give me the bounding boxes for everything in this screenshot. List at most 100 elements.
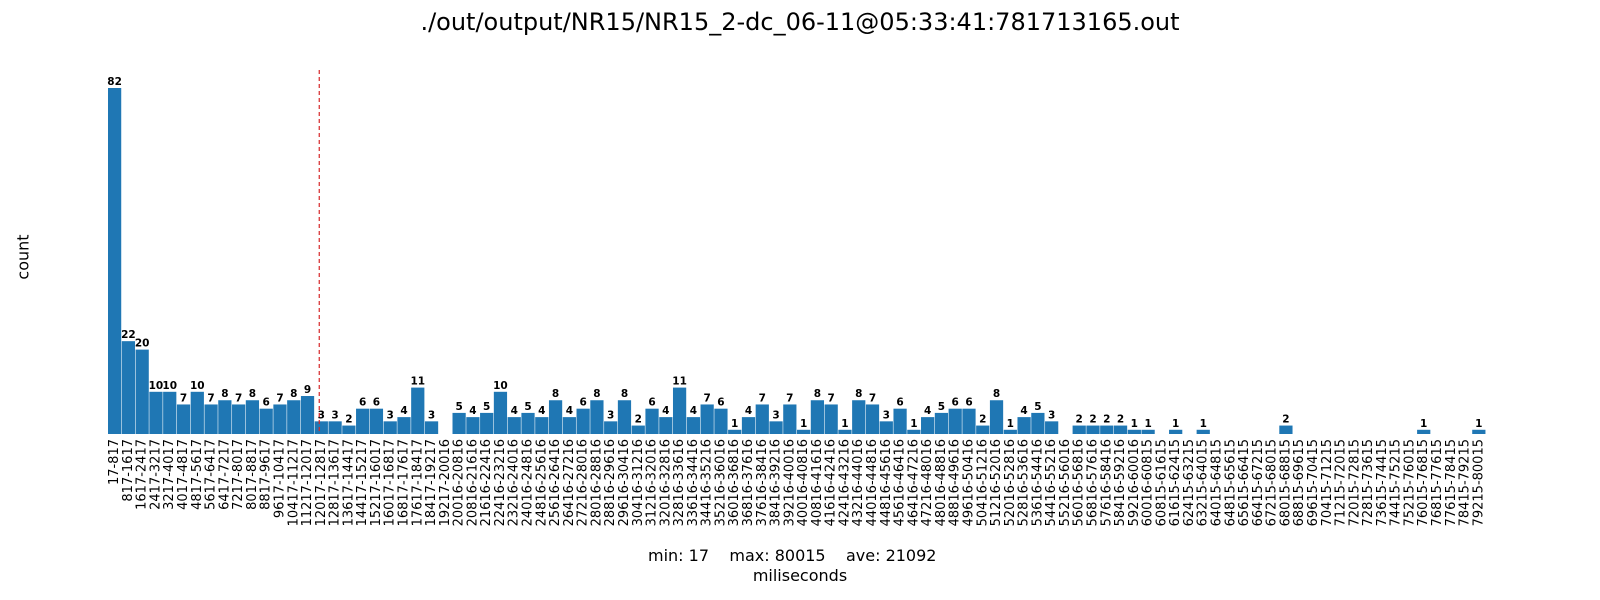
data-label: 11 <box>410 376 425 388</box>
data-label: 6 <box>579 397 586 409</box>
x-tick-label: 72015-72815 <box>1347 439 1362 526</box>
data-label: 8 <box>593 388 600 400</box>
bar-4017-4817 <box>176 404 191 434</box>
x-tick-label: 36016-36816 <box>727 439 742 526</box>
data-label: 8 <box>993 388 1000 400</box>
x-tick-label: 75215-76015 <box>1402 439 1417 526</box>
bar-28016-28816 <box>590 400 604 434</box>
x-tick-label: 43216-44016 <box>851 439 866 526</box>
bar-817-1617 <box>121 341 136 434</box>
x-tick-label: 59216-60016 <box>1127 439 1142 526</box>
data-label: 6 <box>648 397 655 409</box>
bar-57616-58416 <box>1100 425 1114 434</box>
x-tick-label: 15217-16017 <box>369 439 384 526</box>
bar-24816-25616 <box>535 417 549 434</box>
bar-38416-39216 <box>769 421 783 434</box>
bar-16817-17617 <box>397 417 411 434</box>
data-label: 1 <box>1172 418 1179 430</box>
x-tick-label: 76015-76815 <box>1416 439 1431 526</box>
data-label: 6 <box>965 397 972 409</box>
x-tick-label: 48016-48816 <box>934 439 949 526</box>
x-tick-label: 16817-17617 <box>396 439 411 526</box>
bar-31216-32016 <box>645 408 659 434</box>
data-label: 4 <box>1020 405 1027 417</box>
x-tick-label: 32816-33616 <box>672 439 687 526</box>
x-tick-label: 67215-68015 <box>1265 439 1280 526</box>
data-label: 3 <box>318 409 325 421</box>
bar-40016-40816 <box>797 429 811 434</box>
bar-63215-64015 <box>1196 429 1210 434</box>
data-label: 5 <box>455 401 462 413</box>
x-tick-label: 28816-29616 <box>603 439 618 526</box>
x-tick-label: 9617-10417 <box>272 439 287 518</box>
bar-3217-4017 <box>163 391 177 434</box>
x-tick-label: 24016-24816 <box>521 439 536 526</box>
bar-16017-16817 <box>383 421 397 434</box>
x-tick-label: 62415-63215 <box>1182 439 1197 526</box>
x-tick-label: 25616-26416 <box>548 439 563 526</box>
data-label: 7 <box>759 392 766 404</box>
bar-59216-60016 <box>1127 429 1141 434</box>
x-tick-label: 76815-77615 <box>1430 439 1445 526</box>
bar-4817-5617 <box>190 391 204 434</box>
data-label: 10 <box>190 380 205 392</box>
data-label: 8 <box>249 388 256 400</box>
data-label: 5 <box>938 401 945 413</box>
data-label: 7 <box>869 392 876 404</box>
data-label: 4 <box>924 405 931 417</box>
data-label: 8 <box>552 388 559 400</box>
x-tick-label: 8817-9617 <box>259 439 274 510</box>
bar-52816-53616 <box>1017 417 1031 434</box>
stats-max-label: max: <box>729 546 770 565</box>
data-label: 3 <box>331 409 338 421</box>
bar-51216-52016 <box>989 400 1004 434</box>
data-label: 7 <box>235 392 242 404</box>
bar-18417-19217 <box>424 421 439 434</box>
data-label: 6 <box>717 397 724 409</box>
bar-17617-18417 <box>411 387 425 434</box>
data-label: 1 <box>1144 418 1151 430</box>
data-label: 1 <box>1420 418 1427 430</box>
x-tick-label: 72815-73615 <box>1361 439 1376 526</box>
x-tick-label: 41616-42416 <box>824 439 839 526</box>
data-label: 5 <box>524 401 531 413</box>
x-tick-label: 58416-59216 <box>1113 439 1128 526</box>
data-label: 5 <box>483 401 490 413</box>
data-label: 6 <box>952 397 959 409</box>
x-tick-label: 64815-65615 <box>1223 439 1238 526</box>
bar-48816-49616 <box>948 408 962 434</box>
data-label: 3 <box>387 409 394 421</box>
x-tick-label: 48816-49616 <box>948 439 963 526</box>
data-label: 6 <box>359 397 366 409</box>
x-tick-label: 57616-58416 <box>1099 439 1114 526</box>
bar-29616-30416 <box>617 400 632 434</box>
x-tick-label: 30416-31216 <box>631 439 646 526</box>
x-tick-label: 69615-70415 <box>1306 439 1321 526</box>
x-tick-label: 77615-78415 <box>1444 439 1459 526</box>
bar-36016-36816 <box>728 429 742 434</box>
data-label: 8 <box>290 388 297 400</box>
bar-17-817 <box>108 88 122 434</box>
data-label: 2 <box>1103 414 1110 426</box>
x-tick-label: 64015-64815 <box>1210 439 1225 526</box>
data-label: 1 <box>841 418 848 430</box>
x-tick-label: 24816-25616 <box>534 439 549 526</box>
x-tick-label: 4817-5617 <box>190 439 205 510</box>
data-label: 3 <box>428 409 435 421</box>
bar-group <box>108 88 1486 434</box>
y-axis-label: count <box>13 234 33 280</box>
bar-45616-46416 <box>893 408 907 434</box>
x-tick-label: 817-1617 <box>121 439 136 502</box>
data-label: 8 <box>814 388 821 400</box>
bar-30416-31216 <box>631 425 645 434</box>
data-label: 4 <box>511 405 518 417</box>
bar-40816-41616 <box>810 400 825 434</box>
data-label: 3 <box>607 409 614 421</box>
x-tick-label: 19217-20016 <box>438 439 453 526</box>
x-axis-label: miliseconds <box>752 566 848 585</box>
x-tick-label: 56016-56816 <box>1072 439 1087 526</box>
x-tick-label: 20816-21616 <box>465 439 480 526</box>
bar-24016-24816 <box>521 412 535 434</box>
x-tick-label: 17617-18417 <box>410 439 425 526</box>
